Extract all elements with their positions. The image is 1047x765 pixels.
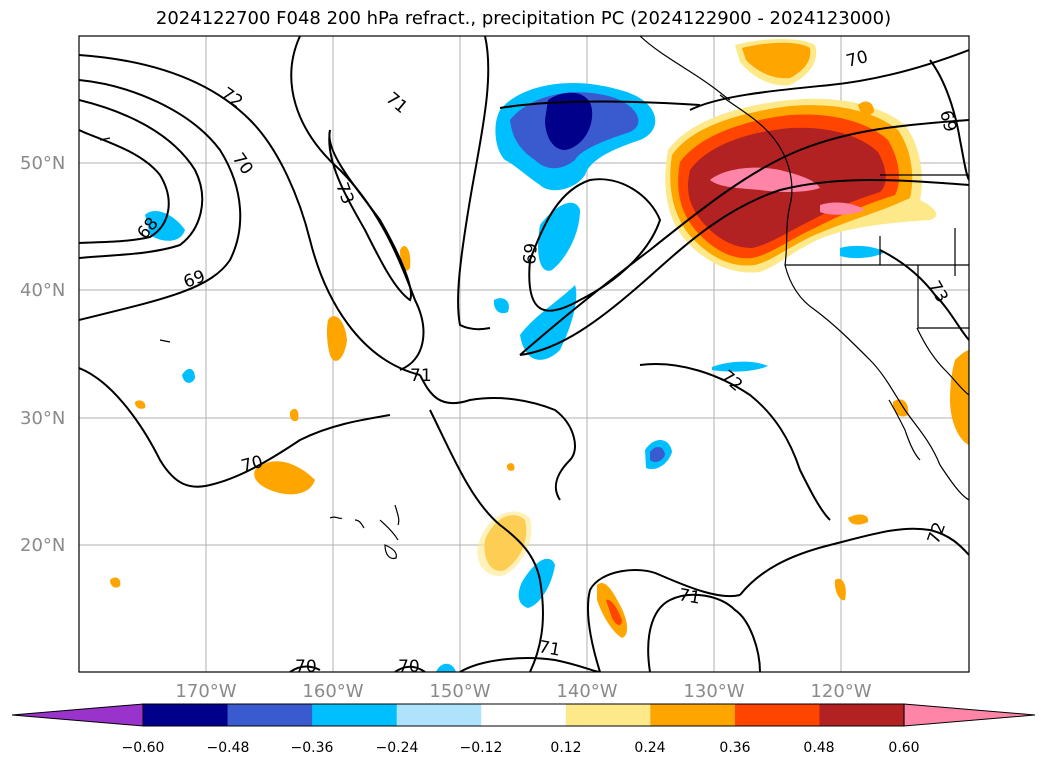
lon-label: 150°W xyxy=(429,681,490,702)
longitude-labels: 170°W 160°W 150°W 140°W 130°W 120°W xyxy=(175,681,871,702)
colorbar-tick: 0.36 xyxy=(719,740,750,756)
colorbar-tick: 0.48 xyxy=(803,740,834,756)
lat-label: 30°N xyxy=(20,408,65,429)
colorbar-tick: 0.60 xyxy=(888,740,919,756)
colorbar-tick: −0.36 xyxy=(291,740,334,756)
colorbar-segment xyxy=(312,704,398,726)
colorbar-segment xyxy=(565,704,651,726)
colorbar-segment xyxy=(819,704,905,726)
colorbar-tick: −0.12 xyxy=(460,740,503,756)
colorbar-segment xyxy=(734,704,820,726)
lat-label: 20°N xyxy=(20,535,65,556)
lat-label: 40°N xyxy=(20,280,65,301)
colorbar-segment xyxy=(227,704,313,726)
refractivity-contours xyxy=(79,36,969,672)
contour-label: 71 xyxy=(677,585,702,608)
latitude-labels: 50°N 40°N 30°N 20°N xyxy=(20,153,65,556)
colorbar xyxy=(11,703,1036,727)
lon-label: 160°W xyxy=(302,681,363,702)
lon-label: 130°W xyxy=(683,681,744,702)
contour-label: 70 xyxy=(398,657,420,677)
lon-label: 140°W xyxy=(556,681,617,702)
colorbar-ticks: −0.60 −0.48 −0.36 −0.24 −0.12 0.12 0.24 … xyxy=(122,740,920,756)
colorbar-segment xyxy=(143,704,229,726)
lon-label: 120°W xyxy=(810,681,871,702)
colorbar-frame xyxy=(142,703,905,727)
colorbar-tick: 0.24 xyxy=(634,740,665,756)
colorbar-tick: 0.12 xyxy=(550,740,581,756)
contour-label: 71 xyxy=(410,366,432,386)
colorbar-segment xyxy=(481,704,567,726)
colorbar-tick: −0.48 xyxy=(207,740,250,756)
lat-label: 50°N xyxy=(20,153,65,174)
plot-border xyxy=(78,35,970,673)
colorbar-segment xyxy=(396,704,482,726)
map-title: 2024122700 F048 200 hPa refract., precip… xyxy=(155,8,892,29)
colorbar-segment xyxy=(903,703,1036,727)
coastlines xyxy=(99,36,969,560)
contour-label: 69 xyxy=(520,242,542,265)
lon-label: 170°W xyxy=(175,681,236,702)
colorbar-segment xyxy=(650,704,736,726)
contour-label: 71 xyxy=(537,637,562,660)
colorbar-tick: −0.24 xyxy=(376,740,419,756)
colorbar-segment xyxy=(11,703,144,727)
contour-label: 70 xyxy=(295,657,317,677)
colorbar-tick: −0.60 xyxy=(122,740,165,756)
